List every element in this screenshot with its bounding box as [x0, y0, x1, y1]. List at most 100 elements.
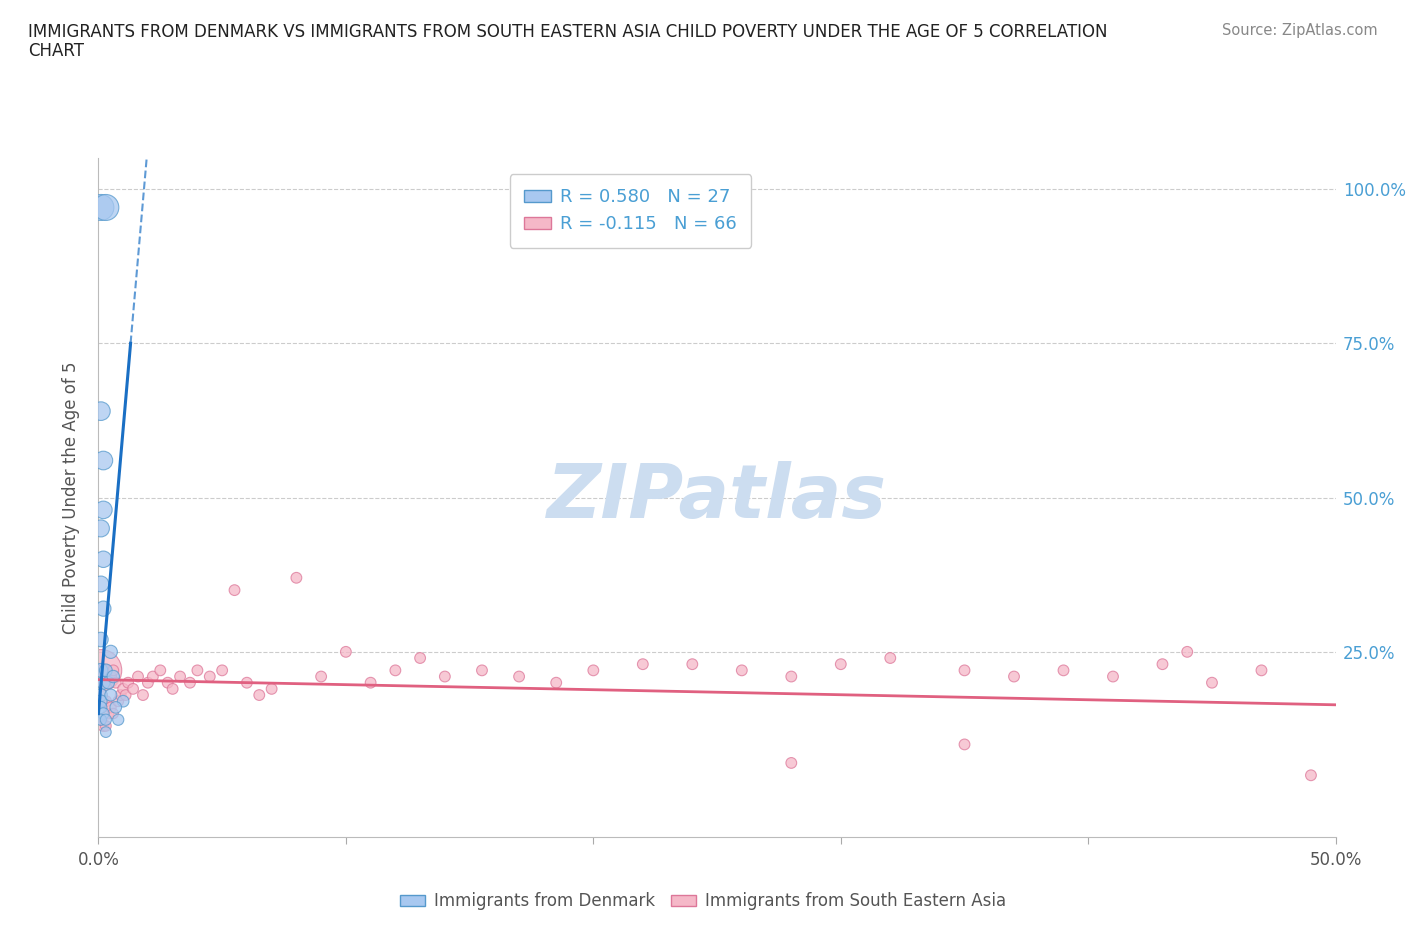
Point: [93, 719, 115, 734]
Point: [179, 675, 201, 690]
Point: [93, 694, 115, 709]
Point: [97, 675, 120, 690]
Text: Source: ZipAtlas.com: Source: ZipAtlas.com: [1222, 23, 1378, 38]
Point: [112, 694, 135, 709]
Point: [107, 712, 129, 727]
Point: [1102, 669, 1125, 684]
Point: [93, 502, 115, 517]
Point: [169, 669, 191, 684]
Point: [433, 669, 456, 684]
Point: [285, 570, 308, 585]
Point: [879, 651, 901, 666]
Point: [90, 712, 112, 727]
Point: [90, 712, 112, 727]
Point: [953, 663, 976, 678]
Point: [90, 200, 112, 215]
Point: [90, 404, 112, 418]
Point: [582, 663, 605, 678]
Legend: Immigrants from Denmark, Immigrants from South Eastern Asia: Immigrants from Denmark, Immigrants from…: [394, 885, 1012, 917]
Point: [136, 675, 159, 690]
Point: [90, 694, 112, 709]
Point: [100, 669, 122, 684]
Point: [114, 687, 136, 702]
Point: [90, 700, 112, 715]
Point: [198, 669, 221, 684]
Point: [94, 719, 117, 734]
Point: [103, 669, 125, 684]
Point: [1002, 669, 1025, 684]
Point: [103, 663, 125, 678]
Point: [731, 663, 754, 678]
Point: [122, 682, 145, 697]
Point: [360, 675, 382, 690]
Point: [1152, 657, 1174, 671]
Point: [681, 657, 703, 671]
Point: [94, 663, 117, 678]
Point: [110, 687, 132, 702]
Point: [90, 687, 112, 702]
Y-axis label: Child Poverty Under the Age of 5: Child Poverty Under the Age of 5: [62, 361, 80, 634]
Point: [93, 675, 115, 690]
Point: [90, 521, 112, 536]
Point: [1250, 663, 1272, 678]
Point: [90, 687, 112, 702]
Point: [93, 453, 115, 468]
Point: [260, 682, 283, 697]
Point: [546, 675, 568, 690]
Point: [162, 682, 184, 697]
Point: [100, 700, 122, 715]
Point: [1299, 768, 1322, 783]
Point: [127, 669, 149, 684]
Point: [94, 724, 117, 739]
Legend: R = 0.580   N = 27, R = -0.115   N = 66: R = 0.580 N = 27, R = -0.115 N = 66: [509, 174, 751, 247]
Point: [156, 675, 179, 690]
Point: [94, 663, 117, 678]
Point: [211, 663, 233, 678]
Point: [236, 675, 259, 690]
Point: [100, 644, 122, 659]
Point: [471, 663, 494, 678]
Point: [1201, 675, 1223, 690]
Text: ZIPatlas: ZIPatlas: [547, 461, 887, 534]
Point: [309, 669, 332, 684]
Point: [142, 669, 165, 684]
Text: CHART: CHART: [28, 42, 84, 60]
Point: [224, 583, 246, 598]
Point: [94, 694, 117, 709]
Point: [94, 200, 117, 215]
Point: [97, 706, 120, 721]
Point: [90, 663, 112, 678]
Point: [112, 682, 135, 697]
Point: [780, 755, 803, 770]
Point: [335, 644, 357, 659]
Point: [90, 632, 112, 647]
Point: [508, 669, 530, 684]
Point: [93, 663, 115, 678]
Point: [1052, 663, 1074, 678]
Point: [93, 551, 115, 566]
Point: [100, 687, 122, 702]
Point: [93, 601, 115, 616]
Point: [117, 675, 139, 690]
Point: [186, 663, 208, 678]
Point: [149, 663, 172, 678]
Point: [409, 651, 432, 666]
Point: [247, 687, 270, 702]
Point: [631, 657, 654, 671]
Point: [830, 657, 852, 671]
Point: [780, 669, 803, 684]
Point: [953, 737, 976, 751]
Point: [104, 700, 127, 715]
Point: [94, 712, 117, 727]
Point: [103, 706, 125, 721]
Point: [132, 687, 155, 702]
Point: [1175, 644, 1198, 659]
Point: [90, 663, 112, 678]
Point: [97, 675, 120, 690]
Point: [384, 663, 406, 678]
Point: [90, 577, 112, 591]
Point: [104, 675, 127, 690]
Point: [107, 694, 129, 709]
Text: IMMIGRANTS FROM DENMARK VS IMMIGRANTS FROM SOUTH EASTERN ASIA CHILD POVERTY UNDE: IMMIGRANTS FROM DENMARK VS IMMIGRANTS FR…: [28, 23, 1108, 41]
Point: [93, 706, 115, 721]
